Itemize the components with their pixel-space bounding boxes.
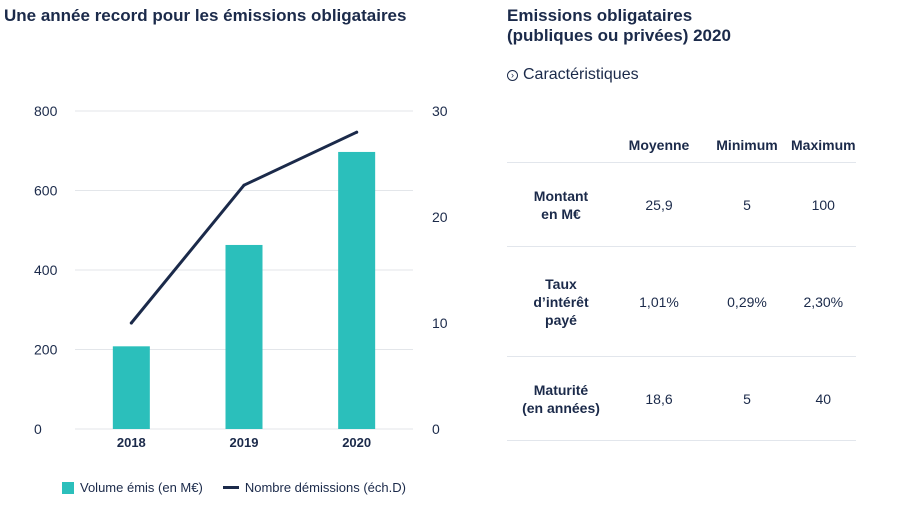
y-right-tick-label: 10 (432, 315, 448, 331)
y-right-tick-label: 20 (432, 209, 448, 225)
chart-title: Une année record pour les émissions obli… (4, 6, 407, 25)
cell-value: 0,29% (703, 246, 791, 357)
table-header-row: Moyenne Minimum Maximum (507, 128, 856, 163)
bar (338, 151, 376, 429)
bar (225, 244, 263, 429)
y-left-tick-label: 200 (34, 342, 58, 358)
row-label-line: payé (545, 311, 577, 328)
table-row: Taux d’intérêt payé 1,01% 0,29% 2,30% (507, 246, 856, 357)
legend-bar-swatch (62, 481, 74, 494)
x-tick-label: 2018 (117, 435, 146, 450)
panel-title-line2: (publiques ou privées) 2020 (507, 26, 731, 45)
table-row: Maturité (en années) 18,6 5 40 (507, 356, 856, 441)
row-label-montant: Montant en M€ (507, 162, 615, 247)
cell-value: 18,6 (615, 356, 703, 441)
legend-item-line: Nombre démissions (éch.D) (222, 480, 406, 495)
chevron-circle-right-icon: › (507, 69, 518, 81)
row-label-line: d’intérêt (533, 293, 589, 310)
row-label-line: Taux (545, 275, 577, 292)
panel-title: Emissions obligataires (publiques ou pri… (507, 6, 867, 46)
y-left-tick-label: 400 (34, 262, 58, 278)
legend-item-bars: Volume émis (en M€) (62, 480, 203, 495)
cell-value: 25,9 (615, 162, 703, 247)
panel-title-line1: Emissions obligataires (507, 6, 693, 25)
cell-value: 5 (703, 356, 791, 441)
y-left-tick-label: 800 (34, 103, 58, 119)
table-header-mean: Moyenne (628, 137, 690, 153)
legend-bar-label: Volume émis (en M€) (80, 480, 203, 495)
row-label-taux: Taux d’intérêt payé (507, 246, 615, 357)
table-row: Montant en M€ 25,9 5 100 (507, 162, 856, 247)
table-header-max: Maximum (791, 137, 856, 153)
y-left-tick-label: 0 (34, 421, 42, 437)
stats-table: Moyenne Minimum Maximum Montant en M€ 25… (507, 128, 856, 441)
line-point (355, 130, 359, 134)
chart-legend: Volume émis (en M€) Nombre démissions (é… (62, 480, 426, 495)
legend-line-swatch (222, 486, 239, 489)
legend-line-label: Nombre démissions (éch.D) (244, 480, 406, 495)
row-label-line: (en années) (522, 399, 600, 416)
y-left-tick-label: 600 (34, 183, 58, 199)
line-point (129, 321, 133, 325)
combo-chart: 0 200 400 600 800 0 10 20 30 2018 2019 2020 (34, 103, 448, 450)
characteristics-label: Caractéristiques (523, 66, 639, 83)
cell-value: 100 (791, 162, 856, 247)
cell-value: 2,30% (791, 246, 856, 357)
table-header-empty (507, 128, 615, 163)
x-tick-label: 2020 (342, 435, 371, 450)
characteristics-heading: › Caractéristiques (507, 66, 639, 84)
bar (112, 346, 150, 429)
line-point (242, 183, 246, 187)
row-label-line: Montant (533, 187, 589, 204)
cell-value: 5 (703, 162, 791, 247)
row-label-maturite: Maturité (en années) (507, 356, 615, 441)
cell-value: 40 (791, 356, 856, 441)
y-right-tick-label: 30 (432, 103, 448, 119)
x-tick-label: 2019 (230, 435, 259, 450)
cell-value: 1,01% (615, 246, 703, 357)
y-right-tick-label: 0 (432, 421, 440, 437)
row-label-line: Maturité (533, 381, 589, 398)
row-label-line: en M€ (541, 205, 581, 222)
table-header-min: Minimum (716, 137, 778, 153)
